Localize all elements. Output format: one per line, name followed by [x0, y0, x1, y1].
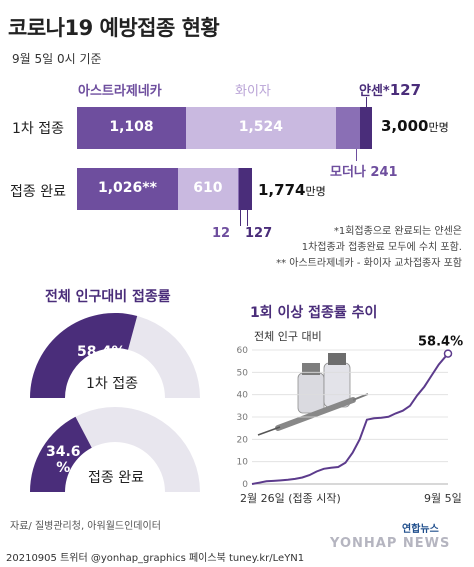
y-tick-label: 40	[237, 391, 249, 401]
total-complete: 1,774만명	[258, 181, 326, 199]
janssen-pointer-line	[366, 97, 367, 107]
bar-astrazeneca-first: 1,108	[77, 107, 186, 149]
janssen-complete-pointer	[247, 210, 248, 226]
y-tick-label: 10	[237, 458, 249, 468]
bar-janssen-first	[359, 107, 372, 149]
gauge-fill-complete	[30, 416, 92, 492]
bar-pfizer-complete: 610	[177, 168, 238, 210]
bar-janssen-complete	[239, 168, 252, 210]
bar-first-dose: 1,108 1,524	[77, 107, 372, 149]
bar-pfizer-first: 1,524	[185, 107, 336, 149]
reference-date: 9월 5일 0시 기준	[12, 52, 102, 66]
note-cross: ** 아스트라제네카 - 화이자 교차접종자 포함	[276, 258, 462, 269]
gauge-fill-first	[30, 313, 138, 398]
label-astrazeneca: 아스트라제네카	[78, 84, 162, 99]
line-series-path	[251, 352, 449, 485]
gauge-complete-value: 34.6%	[46, 444, 81, 476]
note-janssen-1: *1회접종으로 완료되는 얀센은	[333, 226, 462, 237]
gauge-first-dose	[30, 313, 200, 398]
line-chart-svg: 0 10 20 30 40 50 60 58.4%	[237, 335, 464, 490]
total-first-dose: 3,000만명	[381, 117, 449, 135]
moderna-complete-pointer	[240, 210, 241, 226]
bar-astrazeneca-complete: 1,026**	[77, 168, 178, 210]
row-label-complete: 접종 완료	[10, 184, 66, 200]
credit-text: 20210905 트위터 @yonhap_graphics 페이스북 tuney…	[6, 553, 305, 564]
bar-value-label: 1,108	[109, 119, 154, 135]
y-tick-label: 20	[237, 435, 249, 445]
note-janssen-2: 1차접종과 접종완료 모두에 수치 포함.	[301, 242, 462, 253]
label-moderna: 모더나 241	[330, 165, 398, 180]
line-title: 1회 이상 접종률 추이	[250, 305, 378, 321]
row-label-first-dose: 1차 접종	[12, 121, 64, 137]
gauge-complete-label: 접종 완료	[88, 470, 144, 486]
page-title: 코로나19 예방접종 현황	[8, 16, 220, 40]
gauge-complete	[30, 407, 200, 492]
bar-complete: 1,026** 610	[77, 168, 372, 210]
bar-value-label: 1,524	[238, 119, 284, 135]
y-tick-label: 0	[242, 480, 248, 490]
gauges-title: 전체 인구대비 접종률	[45, 289, 171, 305]
y-tick-label: 60	[237, 346, 249, 356]
bar-moderna-first	[335, 107, 360, 149]
janssen-complete-value: 127	[245, 226, 273, 241]
gauge-first-label: 1차 접종	[86, 376, 138, 392]
line-start-date: 2월 26일 (접종 시작)	[240, 492, 341, 505]
moderna-pointer-line	[356, 149, 357, 161]
gauges-svg	[30, 313, 200, 492]
line-ylabel: 전체 인구 대비	[254, 330, 322, 343]
label-janssen: 얀센*127	[359, 81, 422, 99]
y-tick-label: 50	[237, 368, 249, 378]
line-end-marker	[443, 349, 453, 358]
line-end-label: 58.4%	[418, 335, 463, 350]
label-pfizer: 화이자	[235, 84, 271, 99]
bar-value-label: 610	[193, 180, 223, 196]
bar-value-label: 1,026**	[97, 180, 157, 196]
watermark: YONHAP NEWS	[330, 536, 451, 551]
yonhap-logo: 연합뉴스	[402, 524, 439, 535]
moderna-complete-value: 12	[212, 226, 231, 241]
line-end-date: 9월 5일	[424, 492, 462, 505]
gauge-first-value: 58.4%	[77, 344, 126, 360]
y-tick-label: 30	[237, 413, 249, 423]
source-text: 자료/ 질병관리청, 아워월드인데이터	[10, 521, 161, 532]
bar-moderna-complete	[237, 168, 240, 210]
